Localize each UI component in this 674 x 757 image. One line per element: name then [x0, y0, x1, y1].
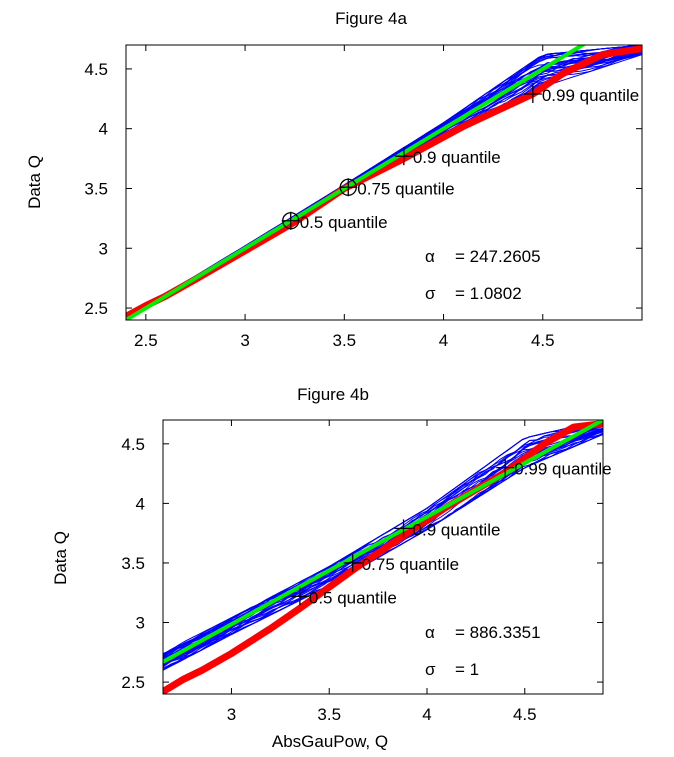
x-axis-label: AbsGauPow, Q — [272, 732, 388, 751]
alpha-value: = 886.3351 — [455, 623, 541, 642]
y-tick-label: 3 — [99, 239, 108, 258]
axis-ticks: 3 3.5 4 4.5 2.5 3 3.5 4 4.5 — [121, 420, 603, 724]
alpha-value: = 247.2605 — [455, 247, 541, 266]
plot-area — [126, 45, 642, 320]
x-tick-label: 3 — [240, 331, 249, 350]
simulated-series-line — [163, 420, 603, 656]
panel-figure-4b: Figure 4b Data Q AbsGauPow, Q 3 3.5 4 4.5 2.… — [51, 385, 612, 751]
quantile-marker: 0.99 quantile — [523, 85, 639, 105]
quantile-marker: 0.9 quantile — [394, 147, 501, 167]
x-tick-label: 4.5 — [531, 331, 555, 350]
x-tick-label: 4.5 — [513, 705, 537, 724]
x-tick-label: 3.5 — [332, 331, 356, 350]
quantile-label: 0.9 quantile — [413, 148, 501, 167]
y-tick-label: 4.5 — [84, 60, 108, 79]
chart-title: Figure 4a — [335, 9, 407, 28]
x-tick-label: 2.5 — [134, 331, 158, 350]
sigma-symbol: σ — [425, 660, 436, 679]
annotation-alpha: α = 247.2605 — [425, 247, 541, 266]
quantile-label: 0.5 quantile — [309, 588, 397, 607]
quantile-marker: 0.9 quantile — [394, 519, 501, 539]
plot-frame — [125, 44, 643, 321]
annotation-sigma: σ = 1 — [425, 660, 479, 679]
reference-line — [163, 420, 603, 664]
x-tick-label: 4 — [422, 705, 431, 724]
quantile-label: 0.99 quantile — [514, 460, 611, 479]
panel-figure-4a: Figure 4a Data Q 2.5 3 3.5 4 4.52.533.544.5 … — [25, 9, 643, 350]
y-tick-label: 4.5 — [121, 435, 145, 454]
alpha-symbol: α — [425, 623, 435, 642]
annotation-sigma: σ = 1.0802 — [425, 284, 522, 303]
y-tick-label: 2.5 — [121, 673, 145, 692]
quantile-label: 0.9 quantile — [413, 520, 501, 539]
quantile-markers: 0.5 quantile 0.75 quantile 0.9 quantile 0.9… — [281, 85, 639, 232]
quantile-label: 0.75 quantile — [362, 555, 459, 574]
quantile-marker: 0.75 quantile — [343, 553, 459, 574]
quantile-marker: 0.5 quantile — [281, 211, 388, 232]
quantile-label: 0.5 quantile — [300, 213, 388, 232]
plot-frame — [162, 419, 604, 695]
reference-line — [126, 45, 587, 320]
marker-circle — [339, 178, 357, 196]
y-tick-label: 2.5 — [84, 299, 108, 318]
y-tick-label: 4 — [99, 120, 108, 139]
annotation-alpha: α = 886.3351 — [425, 623, 541, 642]
quantile-label: 0.75 quantile — [357, 179, 454, 198]
quantile-markers: 0.5 quantile 0.75 quantile 0.9 quantile 0.9… — [290, 458, 612, 607]
sigma-value: = 1 — [455, 660, 479, 679]
y-axis-label: Data Q — [25, 155, 44, 209]
simulated-series-line — [163, 433, 603, 671]
marker-circle — [282, 212, 300, 230]
y-tick-label: 3.5 — [84, 179, 108, 198]
quantile-marker: 0.99 quantile — [496, 458, 612, 479]
chart-title: Figure 4b — [297, 385, 369, 404]
sigma-symbol: σ — [425, 284, 436, 303]
y-tick-label: 3 — [136, 614, 145, 633]
alpha-symbol: α — [425, 247, 435, 266]
quantile-label: 0.99 quantile — [542, 86, 639, 105]
y-axis-label: Data Q — [51, 531, 70, 585]
quantile-marker: 0.5 quantile — [290, 587, 397, 607]
x-tick-label: 3.5 — [317, 705, 341, 724]
sigma-value: = 1.0802 — [455, 284, 522, 303]
x-tick-label: 3 — [227, 705, 236, 724]
y-tick-label: 3.5 — [121, 554, 145, 573]
y-tick-label: 4 — [136, 494, 145, 513]
x-tick-label: 4 — [439, 331, 448, 350]
quantile-marker: 0.75 quantile — [339, 178, 455, 198]
axis-ticks: 2.5 3 3.5 4 4.5 2.5 3 3.5 4 4.5 — [84, 45, 642, 350]
